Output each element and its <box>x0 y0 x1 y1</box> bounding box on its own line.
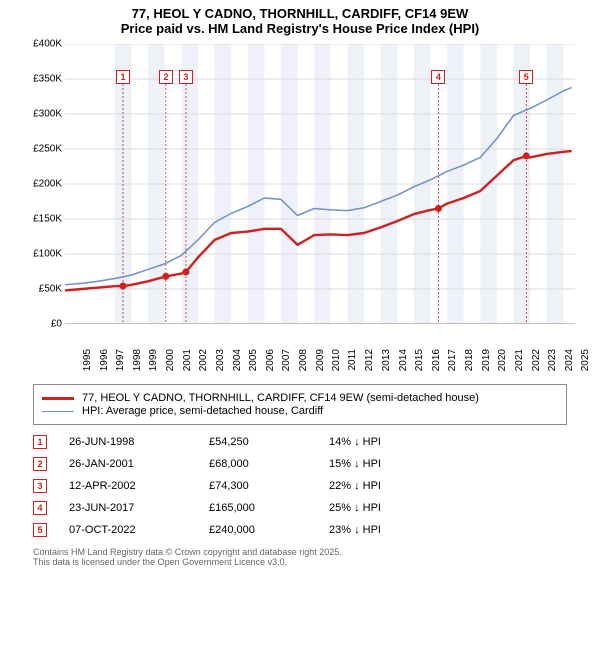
row-date: 12-APR-2002 <box>69 480 209 492</box>
x-axis-label: 2015 <box>414 349 425 371</box>
x-axis-label: 2024 <box>564 349 575 371</box>
table-row: 2 26-JAN-2001£68,00015% ↓ HPI <box>33 453 567 475</box>
x-axis-label: 2008 <box>298 349 309 371</box>
chart-marker-box: 4 <box>431 70 445 84</box>
chart-svg <box>65 44 575 324</box>
y-axis-label: £350K <box>20 74 64 85</box>
x-axis-label: 2012 <box>364 349 375 371</box>
row-date: 26-JUN-1998 <box>69 436 209 448</box>
title-line-2: Price paid vs. HM Land Registry's House … <box>4 21 596 36</box>
y-axis-label: £100K <box>20 249 64 260</box>
title-line-1: 77, HEOL Y CADNO, THORNHILL, CARDIFF, CF… <box>4 6 596 21</box>
footer: Contains HM Land Registry data © Crown c… <box>33 547 567 567</box>
x-axis-label: 2010 <box>331 349 342 371</box>
table-row: 1 26-JUN-1998£54,25014% ↓ HPI <box>33 431 567 453</box>
row-marker-box: 1 <box>33 435 47 449</box>
chart-marker-box: 2 <box>159 70 173 84</box>
row-date: 26-JAN-2001 <box>69 458 209 470</box>
x-axis-label: 2011 <box>347 349 358 371</box>
x-axis-label: 2004 <box>231 349 242 371</box>
legend-label: HPI: Average price, semi-detached house,… <box>82 405 323 417</box>
x-axis-label: 1995 <box>82 349 93 371</box>
row-date: 07-OCT-2022 <box>69 524 209 536</box>
row-price: £54,250 <box>209 436 329 448</box>
chart-marker-box: 1 <box>116 70 130 84</box>
plot-area: 12345 <box>65 44 575 324</box>
x-axis-label: 2009 <box>314 349 325 371</box>
footer-line-1: Contains HM Land Registry data © Crown c… <box>33 547 567 557</box>
x-axis-label: 2005 <box>248 349 259 371</box>
footer-line-2: This data is licensed under the Open Gov… <box>33 557 567 567</box>
x-axis-label: 2017 <box>447 349 458 371</box>
x-axis-label: 2023 <box>547 349 558 371</box>
x-axis-label: 2018 <box>464 349 475 371</box>
transactions-table: 1 26-JUN-1998£54,25014% ↓ HPI 2 26-JAN-2001… <box>33 431 567 541</box>
chart-container: £0 £50K £100K £150K £200K £250K £300K £350K £400… <box>20 40 580 380</box>
legend-swatch <box>42 411 74 412</box>
x-axis-label: 2007 <box>281 349 292 371</box>
table-row: 5 07-OCT-2022£240,00023% ↓ HPI <box>33 519 567 541</box>
x-axis-label: 1996 <box>98 349 109 371</box>
x-axis-label: 2016 <box>431 349 442 371</box>
x-axis-label: 2000 <box>165 349 176 371</box>
legend: 77, HEOL Y CADNO, THORNHILL, CARDIFF, CF… <box>33 384 567 425</box>
x-axis-label: 2003 <box>215 349 226 371</box>
x-axis-label: 2013 <box>381 349 392 371</box>
row-pct: 14% ↓ HPI <box>329 436 449 448</box>
x-axis-label: 2001 <box>181 349 192 371</box>
x-axis-label: 2022 <box>530 349 541 371</box>
x-axis-label: 1998 <box>132 349 143 371</box>
chart-marker-box: 3 <box>179 70 193 84</box>
row-pct: 15% ↓ HPI <box>329 458 449 470</box>
chart-marker-box: 5 <box>519 70 533 84</box>
row-pct: 25% ↓ HPI <box>329 502 449 514</box>
chart-title: 77, HEOL Y CADNO, THORNHILL, CARDIFF, CF… <box>0 0 600 40</box>
y-axis-label: £300K <box>20 109 64 120</box>
y-axis-label: £200K <box>20 179 64 190</box>
row-marker-box: 2 <box>33 457 47 471</box>
x-axis-label: 1997 <box>115 349 126 371</box>
x-axis-label: 2002 <box>198 349 209 371</box>
table-row: 3 12-APR-2002£74,30022% ↓ HPI <box>33 475 567 497</box>
row-pct: 23% ↓ HPI <box>329 524 449 536</box>
x-axis-label: 2006 <box>264 349 275 371</box>
table-row: 4 23-JUN-2017£165,00025% ↓ HPI <box>33 497 567 519</box>
row-date: 23-JUN-2017 <box>69 502 209 514</box>
row-marker-box: 4 <box>33 501 47 515</box>
x-axis-label: 2021 <box>514 349 525 371</box>
y-axis-label: £400K <box>20 39 64 50</box>
x-axis-label: 2014 <box>397 349 408 371</box>
y-axis-label: £0 <box>20 319 64 330</box>
y-axis-label: £50K <box>20 284 64 295</box>
row-price: £74,300 <box>209 480 329 492</box>
x-axis-label: 2020 <box>497 349 508 371</box>
y-axis-label: £150K <box>20 214 64 225</box>
x-axis-label: 2025 <box>580 349 591 371</box>
row-price: £165,000 <box>209 502 329 514</box>
legend-label: 77, HEOL Y CADNO, THORNHILL, CARDIFF, CF… <box>82 392 479 404</box>
row-price: £240,000 <box>209 524 329 536</box>
x-axis-label: 2019 <box>480 349 491 371</box>
row-price: £68,000 <box>209 458 329 470</box>
legend-swatch <box>42 397 74 400</box>
row-marker-box: 3 <box>33 479 47 493</box>
x-axis-label: 1999 <box>148 349 159 371</box>
row-pct: 22% ↓ HPI <box>329 480 449 492</box>
legend-item: HPI: Average price, semi-detached house,… <box>42 405 558 417</box>
row-marker-box: 5 <box>33 523 47 537</box>
y-axis-label: £250K <box>20 144 64 155</box>
legend-item: 77, HEOL Y CADNO, THORNHILL, CARDIFF, CF… <box>42 392 558 404</box>
